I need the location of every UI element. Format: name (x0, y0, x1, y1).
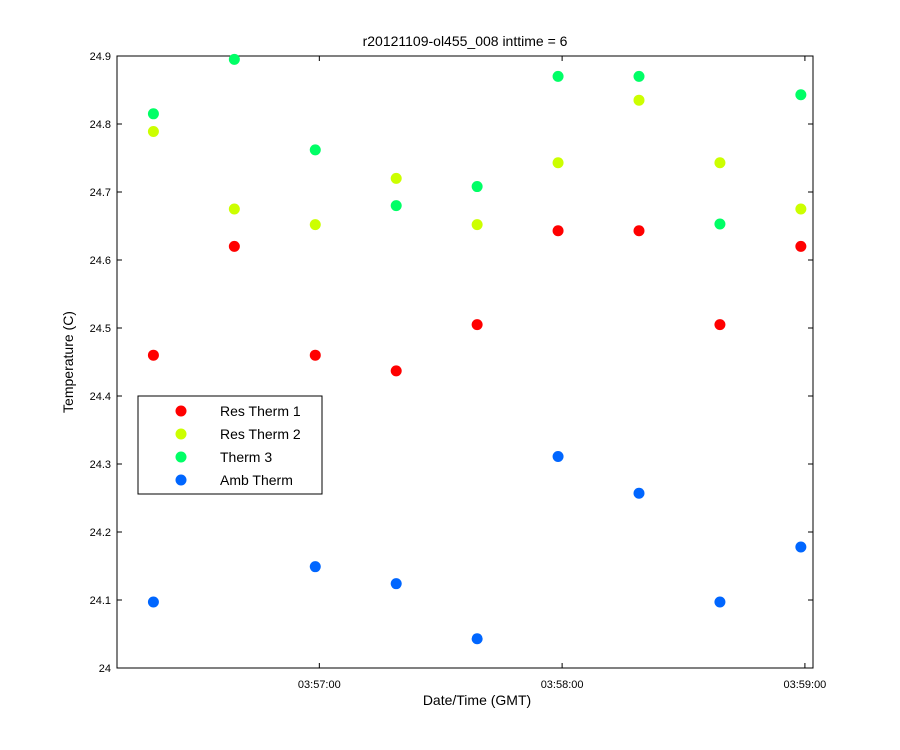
y-axis-label: Temperature (C) (60, 311, 76, 413)
point-res-therm-2 (309, 219, 321, 231)
y-axis-ticks: 24 24.1 24.2 24.3 24.4 24.5 24.6 24.7 24.8 24.9 (90, 51, 813, 675)
point-res-therm-1 (552, 225, 564, 237)
legend-marker (175, 428, 187, 440)
data-points (147, 53, 807, 645)
point-res-therm-2 (552, 157, 564, 169)
point-res-therm-2 (633, 94, 645, 106)
point-therm-3 (390, 200, 402, 212)
point-amb-therm (552, 451, 564, 463)
chart-title: r20121109-ol455_008 inttime = 6 (363, 33, 568, 49)
y-tick-label: 24.8 (90, 119, 111, 131)
legend-marker (175, 451, 187, 463)
y-tick-label: 24.7 (90, 187, 111, 199)
point-res-therm-1 (714, 319, 726, 331)
y-tick-label: 24.9 (90, 51, 111, 63)
point-res-therm-2 (471, 219, 483, 231)
x-tick-label: 03:58:00 (541, 679, 584, 691)
point-res-therm-1 (147, 349, 159, 361)
y-tick-label: 24.1 (90, 595, 111, 607)
point-therm-3 (471, 181, 483, 193)
legend-label: Res Therm 1 (220, 403, 301, 419)
point-therm-3 (309, 144, 321, 156)
legend-marker (175, 474, 187, 486)
y-tick-label: 24.4 (90, 391, 111, 403)
point-res-therm-2 (228, 203, 240, 215)
point-therm-3 (147, 108, 159, 120)
point-amb-therm (714, 596, 726, 608)
x-axis-ticks: 03:57:00 03:58:00 03:59:00 (298, 56, 826, 691)
point-amb-therm (471, 633, 483, 645)
point-res-therm-1 (390, 365, 402, 377)
x-tick-label: 03:59:00 (783, 679, 826, 691)
plot-area (116, 55, 814, 669)
legend: Res Therm 1 Res Therm 2 Therm 3 Amb Therm (137, 395, 323, 495)
legend-label: Res Therm 2 (220, 426, 301, 442)
point-res-therm-1 (309, 349, 321, 361)
point-amb-therm (390, 578, 402, 590)
legend-marker (175, 405, 187, 417)
y-tick-label: 24.5 (90, 323, 111, 335)
point-res-therm-2 (795, 203, 807, 215)
point-res-therm-2 (714, 157, 726, 169)
legend-box (137, 395, 323, 495)
legend-label: Amb Therm (220, 472, 293, 488)
point-therm-3 (552, 70, 564, 82)
point-therm-3 (228, 53, 240, 65)
point-amb-therm (309, 561, 321, 573)
point-amb-therm (795, 541, 807, 553)
point-amb-therm (147, 596, 159, 608)
point-res-therm-1 (633, 225, 645, 237)
point-res-therm-1 (471, 319, 483, 331)
point-res-therm-1 (795, 240, 807, 252)
y-tick-label: 24.6 (90, 255, 111, 267)
y-tick-label: 24 (99, 663, 111, 675)
point-res-therm-1 (228, 240, 240, 252)
point-res-therm-2 (147, 125, 159, 137)
point-amb-therm (633, 487, 645, 499)
y-tick-label: 24.3 (90, 459, 111, 471)
x-axis-label: Date/Time (GMT) (423, 692, 531, 708)
x-tick-label: 03:57:00 (298, 679, 341, 691)
point-therm-3 (633, 70, 645, 82)
point-therm-3 (795, 89, 807, 101)
y-tick-label: 24.2 (90, 527, 111, 539)
point-res-therm-2 (390, 172, 402, 184)
legend-label: Therm 3 (220, 449, 272, 465)
point-therm-3 (714, 218, 726, 230)
